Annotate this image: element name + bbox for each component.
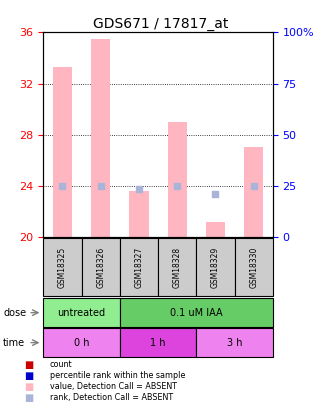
Text: 3 h: 3 h — [227, 338, 242, 347]
Text: ■: ■ — [24, 393, 33, 403]
Text: GSM18325: GSM18325 — [58, 247, 67, 288]
Text: GSM18327: GSM18327 — [134, 247, 143, 288]
Text: GSM18329: GSM18329 — [211, 247, 220, 288]
Text: GSM18328: GSM18328 — [173, 247, 182, 288]
Text: ■: ■ — [24, 360, 33, 370]
Point — [213, 191, 218, 197]
Bar — [129, 191, 149, 237]
Text: GDS671 / 17817_at: GDS671 / 17817_at — [93, 17, 228, 31]
Text: time: time — [3, 338, 25, 347]
Text: GSM18330: GSM18330 — [249, 246, 258, 288]
Text: 0 h: 0 h — [74, 338, 89, 347]
Text: value, Detection Call = ABSENT: value, Detection Call = ABSENT — [50, 382, 177, 391]
Bar — [53, 67, 72, 237]
Text: percentile rank within the sample: percentile rank within the sample — [50, 371, 185, 380]
Point — [98, 183, 103, 189]
Text: GSM18326: GSM18326 — [96, 247, 105, 288]
Bar — [91, 39, 110, 237]
Text: dose: dose — [3, 308, 26, 318]
Text: ■: ■ — [24, 382, 33, 392]
Bar — [168, 122, 187, 237]
Text: 0.1 uM IAA: 0.1 uM IAA — [170, 308, 223, 318]
Point — [251, 183, 256, 189]
Text: untreated: untreated — [57, 308, 106, 318]
Text: ■: ■ — [24, 371, 33, 381]
Point — [175, 183, 180, 189]
Bar — [206, 222, 225, 237]
Point — [136, 186, 142, 192]
Bar — [244, 147, 263, 237]
Point — [60, 183, 65, 189]
Text: 1 h: 1 h — [150, 338, 166, 347]
Text: rank, Detection Call = ABSENT: rank, Detection Call = ABSENT — [50, 393, 173, 402]
Text: count: count — [50, 360, 72, 369]
